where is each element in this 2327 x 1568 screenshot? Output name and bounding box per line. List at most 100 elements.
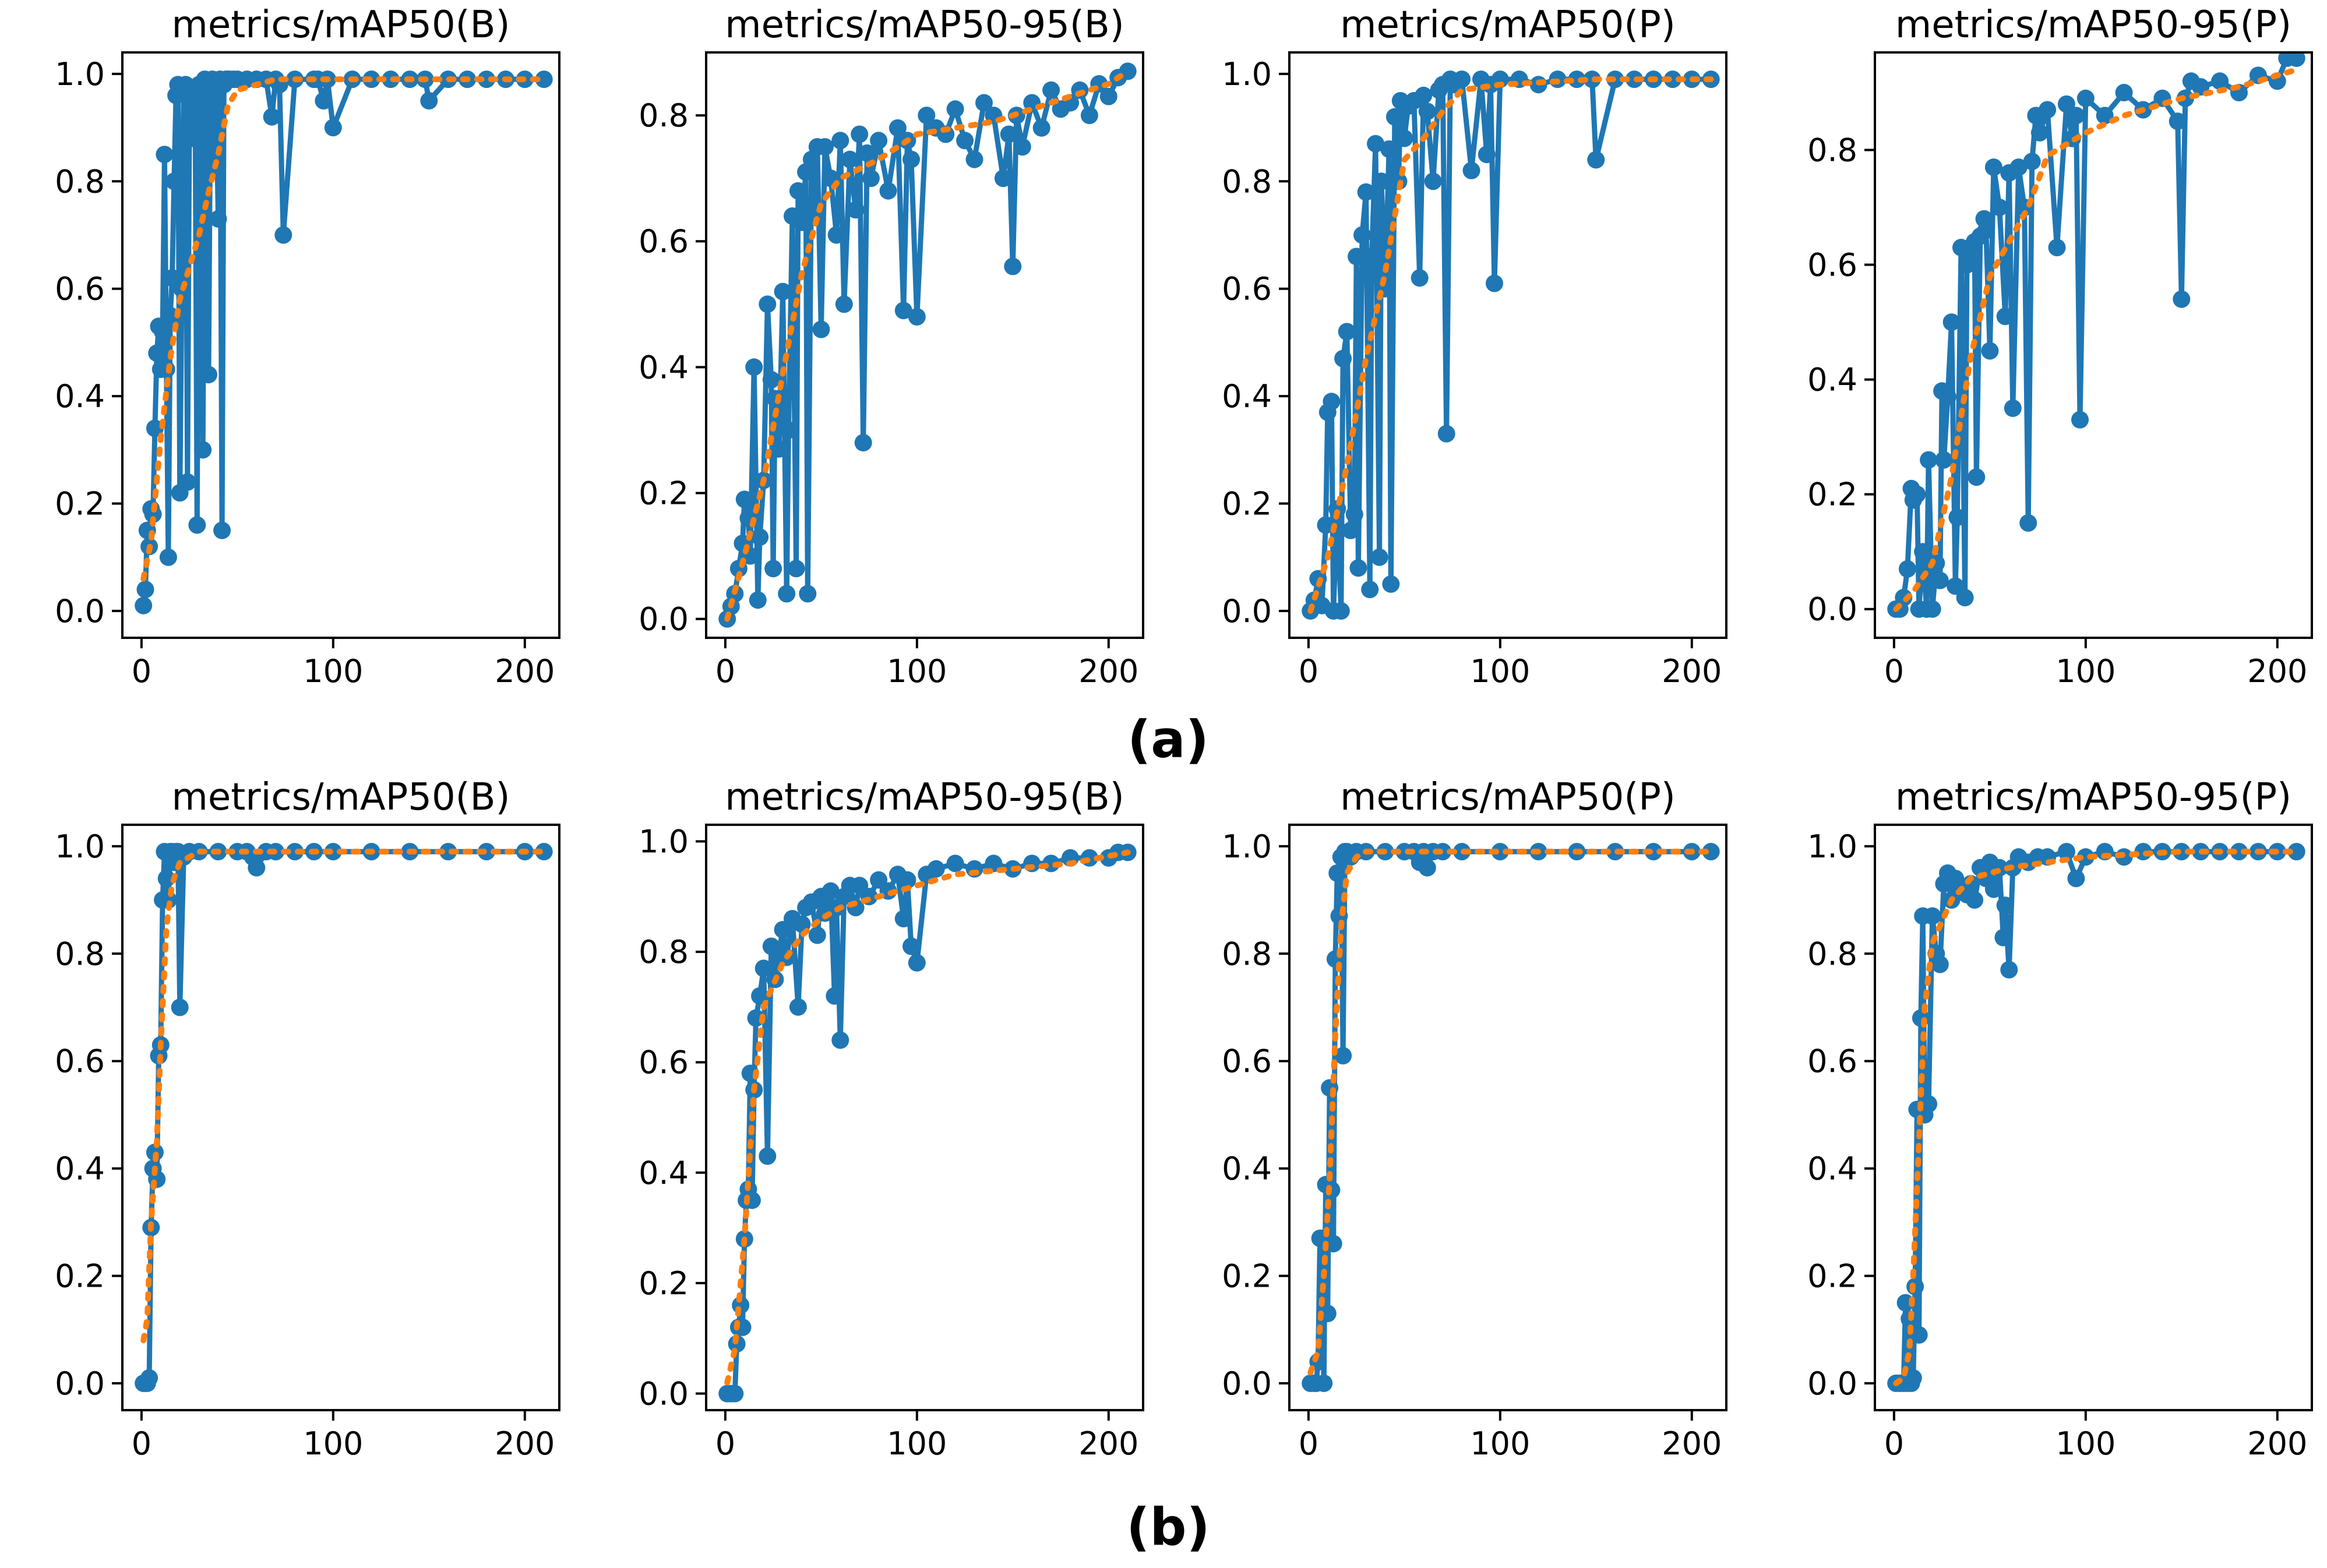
raw-data-point: [780, 421, 798, 439]
raw-data-point: [1968, 468, 1986, 486]
raw-data-point: [745, 358, 763, 376]
raw-data-point: [274, 226, 292, 244]
raw-data-point: [2067, 870, 2085, 888]
raw-data-point: [439, 843, 457, 861]
series-group: [1887, 52, 2305, 618]
y-tick-label: 0.4: [1807, 362, 1857, 398]
raw-data-point: [827, 226, 845, 244]
plot-title: metrics/mAP50-95(B): [725, 776, 1124, 819]
raw-data-point: [2287, 843, 2305, 861]
raw-data-point: [841, 150, 859, 168]
raw-data-point: [851, 125, 869, 143]
raw-data-point: [1587, 151, 1605, 169]
y-tick-label: 0.6: [1222, 1043, 1272, 1080]
raw-data-point: [1920, 451, 1938, 469]
raw-data-point: [908, 954, 926, 972]
raw-data-point: [787, 560, 805, 578]
raw-data-point: [1349, 559, 1367, 577]
raw-data-point: [759, 1147, 777, 1165]
raw-data-point: [213, 521, 231, 539]
series-group: [1302, 70, 1720, 620]
raw-data-point: [248, 859, 266, 877]
raw-data-point: [1966, 891, 1984, 909]
raw-data-point: [1328, 500, 1346, 518]
raw-data-point: [2067, 107, 2085, 125]
raw-series-line: [1307, 76, 1711, 614]
raw-data-point: [209, 210, 227, 228]
plot-a-1: metrics/mAP50(B) 0 100 200 0.0 0.2 0.4 0.6 0.8 1.…: [55, 3, 560, 690]
raw-data-point: [1904, 1369, 1922, 1387]
raw-data-point: [159, 548, 177, 566]
raw-data-point: [535, 843, 553, 861]
y-tick-label: 0.0: [1807, 1365, 1857, 1402]
y-tick-label: 0.4: [1222, 1150, 1272, 1187]
raw-data-point: [1334, 1047, 1352, 1065]
raw-data-point: [157, 870, 175, 888]
axes-frame: [1874, 824, 2313, 1411]
raw-data-point: [1338, 323, 1356, 341]
raw-data-point: [1996, 896, 2014, 914]
raw-data-point: [726, 1385, 744, 1403]
raw-data-point: [2048, 239, 2066, 256]
raw-data-point: [812, 320, 830, 338]
raw-data-point: [774, 282, 792, 301]
raw-data-point: [1328, 864, 1346, 882]
x-tick-label: 0: [132, 1425, 151, 1462]
raw-data-point: [2096, 107, 2114, 125]
raw-data-point: [198, 103, 216, 121]
x-tick-label: 0: [715, 1425, 735, 1462]
y-tick-label: 0.2: [55, 1258, 105, 1294]
raw-data-point: [1357, 183, 1375, 201]
x-tick-label: 200: [1078, 1425, 1138, 1462]
y-tick-label: 0.2: [1222, 1258, 1272, 1294]
x-tick-label: 100: [1470, 1425, 1530, 1462]
raw-data-point: [1013, 138, 1031, 156]
plot-b-1: metrics/mAP50(B) 0 100 200 0.0 0.2 0.4 0.6 0.8 1.…: [55, 776, 560, 1462]
plot-a-3: metrics/mAP50(P) 0 100 200 0.0 0.2 0.4 0.6 0.8 1.…: [1222, 3, 1727, 690]
raw-data-point: [965, 150, 983, 168]
raw-data-point: [762, 370, 780, 389]
x-tick-label: 200: [495, 1425, 555, 1462]
y-tick-label: 0.8: [55, 935, 105, 972]
series-group: [135, 70, 553, 615]
axes-frame: [705, 824, 1144, 1411]
raw-data-point: [1898, 560, 1916, 578]
y-tick-label: 0.8: [1222, 163, 1272, 200]
raw-data-point: [889, 119, 907, 137]
raw-data-point: [778, 585, 796, 603]
raw-data-point: [1099, 87, 1117, 105]
raw-data-point: [751, 528, 769, 546]
raw-data-point: [1990, 199, 2008, 216]
raw-data-point: [181, 108, 199, 126]
raw-data-point: [1948, 508, 1966, 527]
plot-b-2: metrics/mAP50-95(B) 0 100 200 0.0 0.2 0.4 0.6 0.…: [639, 776, 1144, 1462]
y-tick-label: 1.0: [639, 823, 689, 860]
smooth-series-line: [1893, 849, 2300, 1386]
y-tick-label: 0.8: [1807, 132, 1857, 169]
raw-data-point: [2039, 101, 2057, 119]
series-group: [718, 843, 1137, 1403]
raw-data-point: [1380, 140, 1398, 158]
raw-data-point: [1994, 928, 2012, 947]
plot-title: metrics/mAP50-95(P): [1895, 3, 2291, 47]
x-tick-label: 200: [1662, 653, 1722, 690]
raw-data-point: [146, 419, 164, 437]
series-group: [1887, 843, 2305, 1392]
raw-data-point: [894, 910, 912, 928]
raw-data-point: [263, 108, 281, 126]
y-tick-label: 0.2: [1807, 1258, 1857, 1294]
y-tick-label: 0.2: [639, 1265, 689, 1302]
raw-data-point: [1923, 907, 1941, 925]
x-tick-label: 200: [1662, 1425, 1722, 1462]
raw-data-point: [770, 440, 788, 458]
raw-data-point: [1645, 843, 1662, 861]
series-group: [718, 62, 1137, 628]
raw-data-point: [1453, 70, 1471, 89]
raw-data-point: [2000, 960, 2018, 979]
raw-data-point: [2173, 290, 2191, 308]
plot-title: metrics/mAP50-95(P): [1895, 776, 2291, 819]
smooth-series-line: [724, 849, 1131, 1386]
y-tick-label: 0.0: [639, 601, 689, 638]
y-tick-label: 0.6: [55, 1043, 105, 1080]
raw-data-point: [956, 132, 974, 150]
